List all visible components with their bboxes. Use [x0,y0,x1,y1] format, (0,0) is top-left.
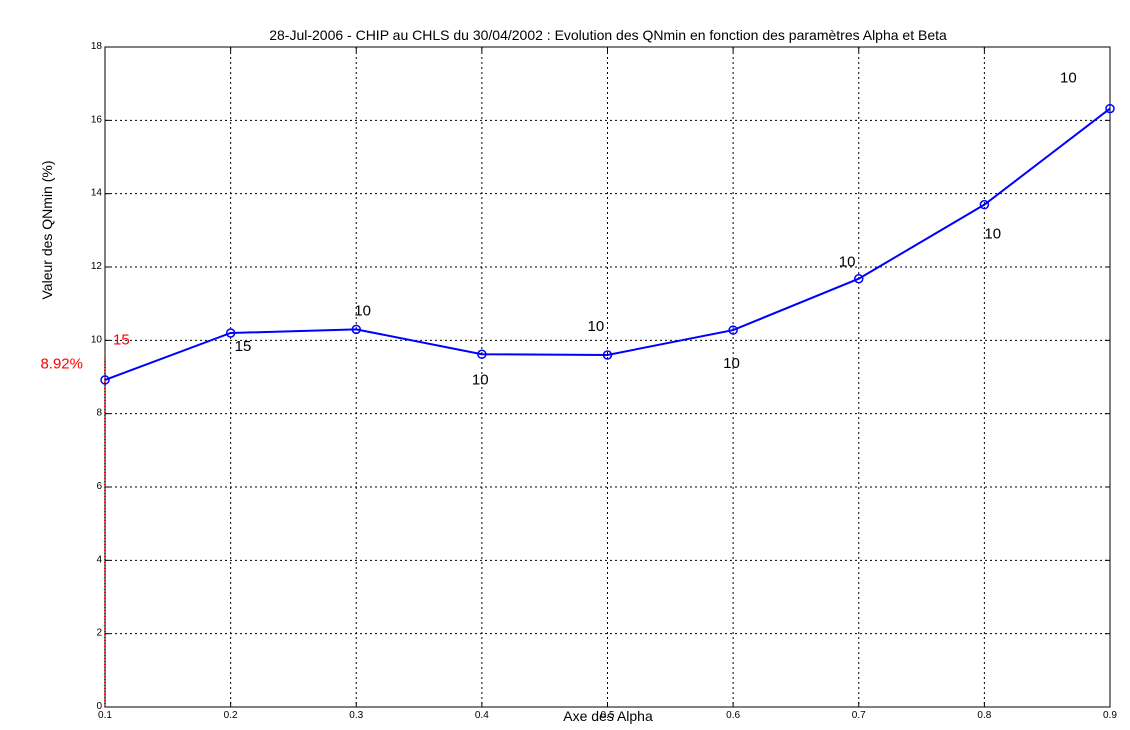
data-point [728,325,738,335]
chart-title: 28-Jul-2006 - CHIP au CHLS du 30/04/2002… [269,27,947,43]
x-tick-label: 0.6 [726,710,740,721]
y-tick-label: 14 [91,188,103,199]
point-labels: 15 10 10 10 10 10 10 10 [235,70,1077,389]
data-point [100,375,110,385]
series-line [104,107,1111,381]
x-tick-label: 0.1 [98,710,112,721]
data-point [602,350,613,360]
y-tick-label: 8 [96,408,102,419]
data-point [477,349,487,360]
y-tick-label: 6 [96,481,102,492]
point-label: 10 [1060,70,1077,87]
highlight-beta-label: 15 [113,331,130,348]
point-label: 10 [472,371,489,388]
y-tick-label: 0 [96,701,102,712]
data-point [979,199,990,210]
point-label: 10 [354,302,371,319]
series-layer [100,103,1115,385]
highlight-layer: 8.92% 15 [40,331,130,707]
y-tick-label: 12 [91,261,103,272]
point-label: 10 [984,226,1001,243]
point-label: 10 [839,254,856,271]
data-point [351,324,361,335]
y-axis-label: Valeur des QNmin (%) [39,160,55,299]
x-tick-label: 0.7 [852,710,866,721]
x-tick-label: 0.3 [349,710,363,721]
point-label: 10 [588,318,605,335]
data-point [854,273,864,284]
data-point [225,328,236,338]
data-point [1105,103,1115,114]
x-tick-label: 0.5 [601,710,615,721]
x-tick-label: 0.4 [475,710,489,721]
y-tick-label: 16 [91,114,103,125]
point-label: 10 [723,355,740,372]
y-tick-label: 18 [91,41,103,52]
x-axis-label: Axe des Alpha [563,708,653,724]
x-tick-label: 0.9 [1103,710,1117,721]
y-tick-label: 10 [91,334,103,345]
y-tick-label: 4 [96,554,102,565]
grid [105,47,1110,707]
x-tick-label: 0.8 [977,710,991,721]
y-tick-label: 2 [96,628,102,639]
point-label: 15 [235,338,252,355]
highlight-value-label: 8.92% [40,355,83,372]
x-tick-label: 0.2 [224,710,238,721]
